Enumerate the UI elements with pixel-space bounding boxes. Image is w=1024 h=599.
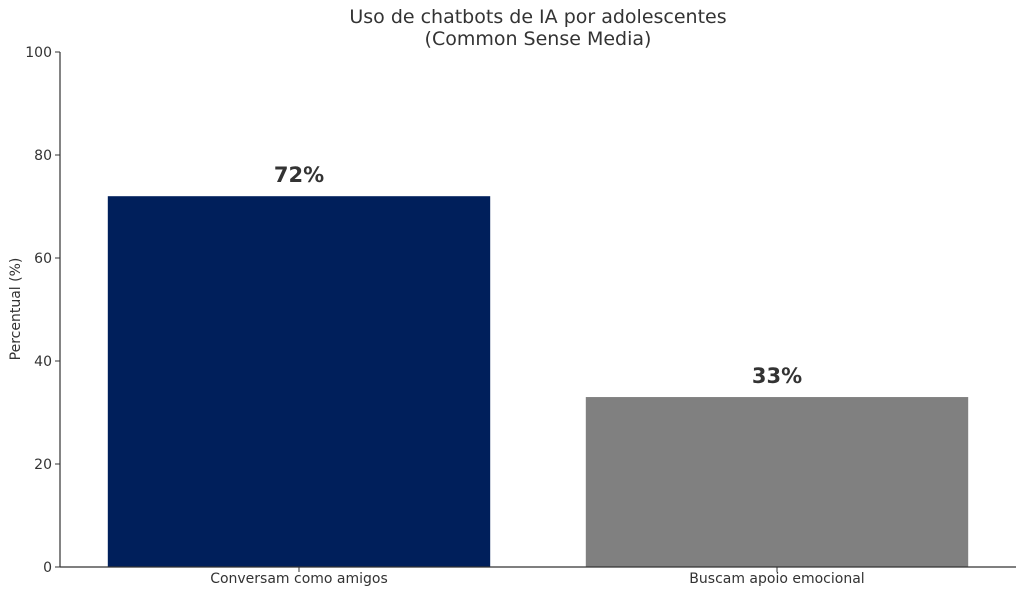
y-tick-label: 100: [25, 45, 52, 61]
bar: [585, 397, 969, 567]
plot-area: 72% Conversam como amigos 33% Buscam apoio …: [25, 45, 1016, 587]
data-label: 72%: [274, 163, 324, 187]
y-tick-label: 40: [34, 354, 52, 370]
chart-subtitle: (Common Sense Media): [425, 28, 652, 50]
y-tick-label: 20: [34, 457, 52, 473]
y-tick-label: 60: [34, 251, 52, 267]
bar: [107, 196, 491, 567]
chart-title: Uso de chatbots de IA por adolescentes: [349, 6, 726, 28]
x-tick-label: Conversam como amigos: [210, 571, 388, 587]
y-tick-label: 80: [34, 148, 52, 164]
x-tick-label: Buscam apoio emocional: [689, 571, 864, 587]
y-axis-label: Percentual (%): [8, 258, 24, 361]
y-tick-label: 0: [43, 560, 52, 576]
data-label: 33%: [752, 364, 802, 388]
